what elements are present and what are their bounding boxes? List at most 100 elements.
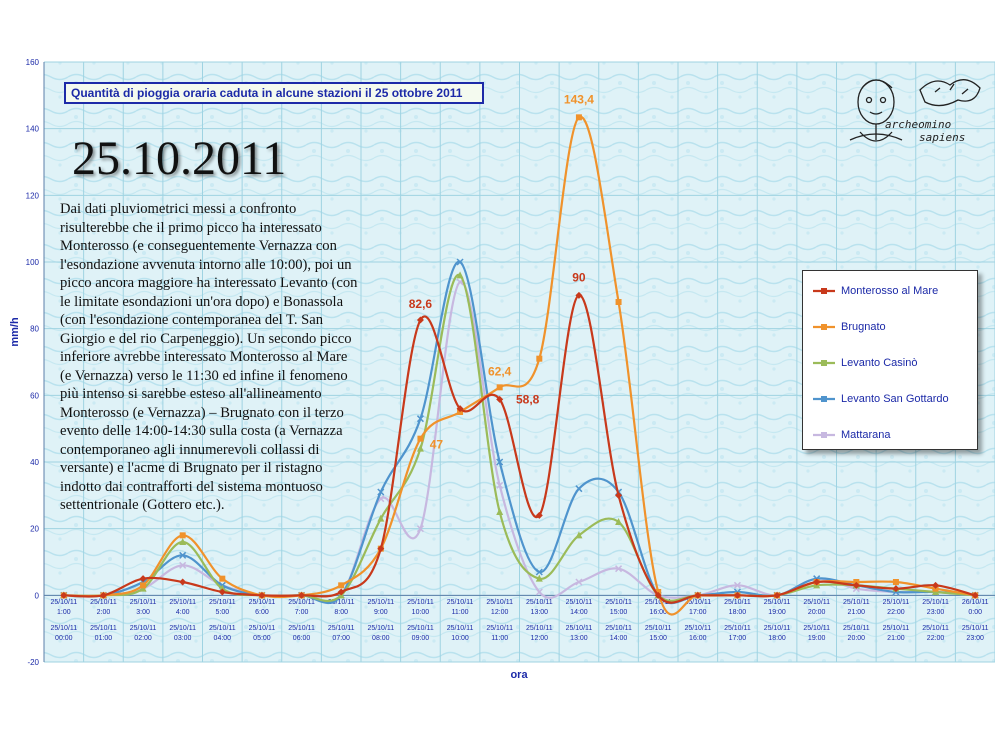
data-point <box>496 508 504 515</box>
x-tick-label-top: 25/10/11 <box>486 599 513 606</box>
data-point <box>575 578 583 586</box>
data-point <box>892 579 899 585</box>
data-point <box>416 525 424 533</box>
x-tick-label-top: 25/10/11 <box>922 599 949 606</box>
data-point <box>615 518 623 525</box>
data-point <box>456 258 464 266</box>
x-tick-label-top: 5:00 <box>216 609 230 616</box>
data-point <box>535 511 543 519</box>
data-labels: 82,6 47 62,4 58,8 90 143,4 <box>409 92 595 451</box>
data-point <box>416 415 424 423</box>
x-tick-label-bottom: 03:00 <box>174 635 192 642</box>
x-tick-label-top: 25/10/11 <box>209 599 236 606</box>
y-tick-label: -20 <box>27 658 39 667</box>
y-tick-label: 0 <box>35 591 40 600</box>
x-tick-label-bottom: 16:00 <box>689 635 707 642</box>
x-tick-label-bottom: 25/10/11 <box>90 625 117 632</box>
x-tick-label-bottom: 25/10/11 <box>684 625 711 632</box>
data-point <box>773 591 781 599</box>
data-point <box>535 588 543 596</box>
legend-item: Levanto Casinò <box>813 355 917 371</box>
data-point <box>416 444 424 452</box>
x-tick-label-bottom: 25/10/11 <box>605 625 632 632</box>
series-line <box>63 294 976 604</box>
x-tick-label-bottom: 25/10/11 <box>526 625 553 632</box>
x-tick-label-bottom: 00:00 <box>55 635 73 642</box>
x-tick-label-top: 20:00 <box>808 609 826 616</box>
x-tick-label-bottom: 20:00 <box>848 635 866 642</box>
data-point <box>298 591 306 599</box>
x-tick-label-bottom: 02:00 <box>134 635 152 642</box>
legend-item: Monterosso al Mare <box>813 283 938 299</box>
big-date-heading: 25.10.2011 <box>72 132 287 185</box>
legend-label: Brugnato <box>841 321 886 333</box>
x-tick-label-bottom: 05:00 <box>253 635 271 642</box>
data-point <box>575 291 583 299</box>
data-point <box>733 581 741 589</box>
y-tick-label: 60 <box>30 391 39 400</box>
x-tick-label-bottom: 25/10/11 <box>843 625 870 632</box>
x-tick-label-bottom: 25/10/11 <box>724 625 751 632</box>
x-tick-label-top: 6:00 <box>255 609 269 616</box>
data-point <box>575 485 583 493</box>
y-tick-label: 40 <box>30 458 39 467</box>
x-tick-label-top: 16:00 <box>649 609 667 616</box>
x-tick-label-top: 25/10/11 <box>724 599 751 606</box>
x-tick-label-top: 9:00 <box>374 609 388 616</box>
data-point <box>377 488 385 496</box>
data-point <box>417 435 424 442</box>
x-tick-label-top: 22:00 <box>887 609 905 616</box>
x-axis-label: ora <box>510 669 528 681</box>
data-label: 143,4 <box>564 92 594 106</box>
data-point <box>377 514 385 522</box>
legend-label: Monterosso al Mare <box>841 285 939 297</box>
x-tick-label-top: 25/10/11 <box>407 599 434 606</box>
y-tick-label: 100 <box>26 258 40 267</box>
x-tick-label-bottom: 14:00 <box>610 635 628 642</box>
x-tick-label-top: 25/10/11 <box>843 599 870 606</box>
data-point <box>416 316 424 324</box>
legend-item: Brugnato <box>813 319 886 335</box>
x-tick-label-top: 25/10/11 <box>566 599 593 606</box>
logo-line-1: archeomino <box>885 118 952 131</box>
x-tick-label-bottom: 17:00 <box>729 635 747 642</box>
x-tick-label-top: 25/10/11 <box>526 599 553 606</box>
data-point <box>139 575 147 583</box>
data-point <box>496 384 503 391</box>
data-point <box>496 395 504 403</box>
data-point <box>536 355 543 362</box>
data-label: 90 <box>572 270 586 284</box>
x-tick-label-top: 11:00 <box>452 609 469 616</box>
data-point <box>733 591 741 599</box>
data-point <box>338 582 345 589</box>
explanatory-note: Dai dati pluviometrici messi a confronto… <box>60 201 358 513</box>
x-tick-label-bottom: 25/10/11 <box>328 625 355 632</box>
sketch-face-icon <box>849 79 981 142</box>
x-tick-label-bottom: 18:00 <box>768 635 786 642</box>
x-tick-label-top: 1:00 <box>57 609 71 616</box>
x-tick-label-top: 7:00 <box>295 609 309 616</box>
data-point <box>218 584 226 592</box>
data-point <box>179 538 187 545</box>
x-tick-label-bottom: 01:00 <box>95 635 113 642</box>
x-tick-label-bottom: 25/10/11 <box>249 625 276 632</box>
x-tick-label-top: 25/10/11 <box>90 599 117 606</box>
data-point <box>377 545 385 553</box>
x-tick-label-top: 23:00 <box>927 609 945 616</box>
x-tick-label-bottom: 25/10/11 <box>962 625 989 632</box>
x-tick-label-top: 25/10/11 <box>288 599 315 606</box>
x-tick-label-top: 21:00 <box>848 609 866 616</box>
x-tick-label-bottom: 25/10/11 <box>130 625 157 632</box>
legend-swatch <box>813 428 835 442</box>
x-tick-label-bottom: 25/10/11 <box>922 625 949 632</box>
x-tick-label-top: 26/10/11 <box>962 599 989 606</box>
legend-label: Mattarana <box>841 429 891 441</box>
data-point <box>615 565 623 573</box>
x-tick-label-top: 25/10/11 <box>328 599 355 606</box>
x-tick-label-bottom: 25/10/11 <box>50 625 77 632</box>
y-axis-label: mm/h <box>9 317 21 347</box>
x-tick-label-bottom: 25/10/11 <box>209 625 236 632</box>
x-tick-label-bottom: 25/10/11 <box>803 625 830 632</box>
legend-label: Levanto San Gottardo <box>841 393 949 405</box>
x-tick-label-bottom: 25/10/11 <box>447 625 474 632</box>
